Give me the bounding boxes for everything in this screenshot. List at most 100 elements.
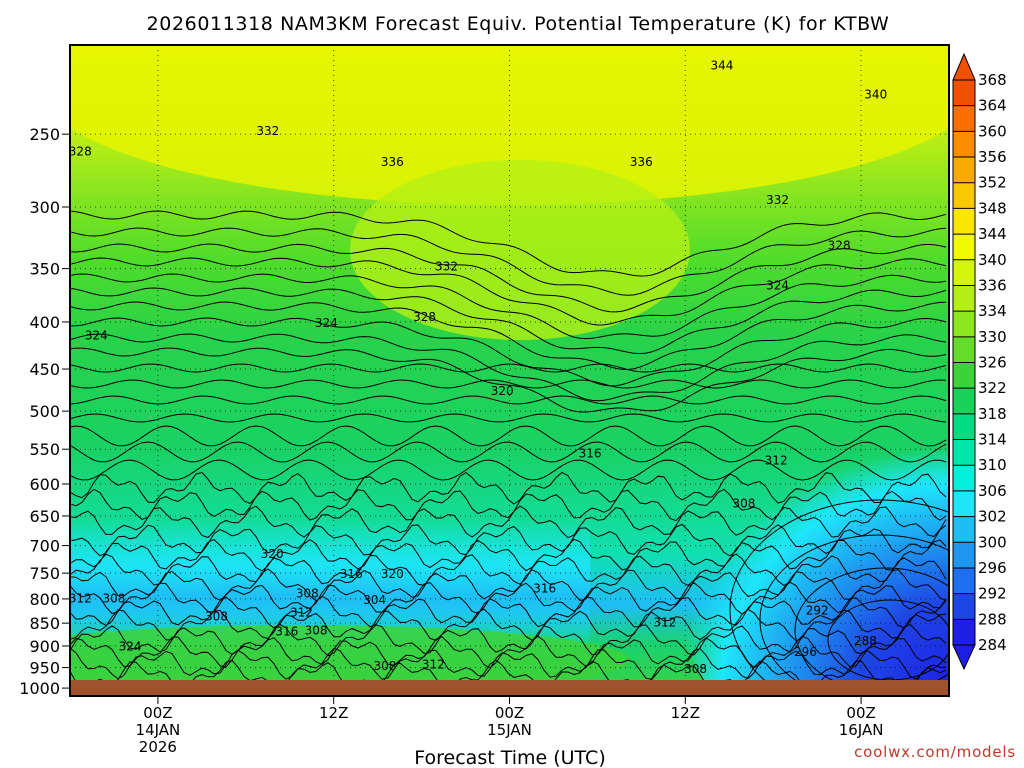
colorbar-segment — [953, 285, 975, 312]
contour-label-text: 336 — [381, 155, 404, 169]
colorbar-label: 368 — [978, 71, 1007, 89]
contour-label-text: 320 — [491, 384, 514, 398]
contour-line — [70, 538, 947, 572]
ground-surface — [70, 680, 949, 696]
contour-line — [70, 441, 947, 463]
contour-label-text: 312 — [653, 615, 676, 629]
colorbar-label: 364 — [978, 97, 1007, 115]
colorbar-segment — [953, 311, 975, 338]
contour-line — [70, 243, 947, 313]
colorbar-segment — [953, 157, 975, 184]
contour-label-text: 316 — [579, 446, 602, 460]
contour-label: 308 — [102, 591, 125, 605]
contour-label-text: 288 — [854, 634, 877, 648]
x-tick-label: 12Z — [319, 704, 348, 722]
colorbar-label: 314 — [978, 431, 1007, 449]
contour-label-text: 332 — [256, 124, 279, 138]
contour-line — [70, 568, 947, 602]
contour-label-text: 324 — [85, 329, 108, 343]
contour-label-text: 312 — [69, 591, 92, 605]
x-tick-label: 15JAN — [487, 721, 532, 739]
y-tick-label: 300 — [29, 198, 60, 217]
contour-label-text: 316 — [275, 625, 298, 639]
contour-label-text: 324 — [119, 640, 142, 654]
contour-label: 308 — [205, 609, 228, 623]
contour-label-text: 308 — [732, 497, 755, 511]
contour-label: 332 — [435, 260, 458, 274]
contour-label-text: 312 — [290, 606, 313, 620]
y-tick-label: 350 — [29, 260, 60, 279]
contour-line — [759, 534, 949, 696]
contour-label: 308 — [732, 497, 755, 511]
colorbar-label: 348 — [978, 199, 1007, 217]
contour-line — [70, 523, 947, 557]
contour-label-text: 324 — [315, 316, 338, 330]
contour-label-text: 308 — [296, 586, 319, 600]
colorbar-label: 334 — [978, 302, 1007, 320]
contour-line — [70, 635, 947, 669]
colorbar-label: 284 — [978, 636, 1007, 654]
colorbar-bottom-arrow — [952, 644, 976, 671]
near-surface-green-region — [70, 625, 630, 695]
colorbar-segment — [953, 542, 975, 569]
contour-line — [70, 363, 947, 373]
contour-label: 340 — [864, 87, 887, 101]
colorbar-segment — [953, 362, 975, 389]
contour-label-text: 308 — [684, 662, 707, 676]
contour-label: 332 — [766, 193, 789, 207]
contour-line — [70, 471, 947, 505]
contour-label-text: 340 — [864, 87, 887, 101]
colorbar-segment — [953, 80, 975, 107]
contour-labels: 344 340 332 328 336 336 332 328 332 324 324 328 324 3… — [69, 58, 887, 694]
colorbar-top-arrow — [952, 52, 976, 81]
y-tick-label: 750 — [29, 564, 60, 583]
contour-line — [729, 499, 949, 696]
contour-line — [70, 347, 947, 413]
contour-label: 308 — [374, 659, 397, 673]
contour-label: 344 — [710, 58, 733, 72]
colorbar-label: 360 — [978, 122, 1007, 140]
colorbar-segment — [953, 439, 975, 466]
contour-label-text: 304 — [363, 593, 386, 607]
y-axis-pressure: 250 300 350 400 450 500 550 600 650 700 750 800 850 9… — [19, 125, 70, 698]
colorbar-label: 344 — [978, 225, 1007, 243]
colorbar-segment — [953, 593, 975, 620]
colorbar-label: 356 — [978, 148, 1007, 166]
colorbar-segment — [953, 516, 975, 543]
contour-label: 292 — [806, 604, 829, 618]
top-right-warm-region — [720, 45, 949, 180]
contour-label: 308 — [296, 586, 319, 600]
colorbar-segment — [953, 567, 975, 595]
contour-line — [70, 553, 947, 587]
colorbar-segment — [953, 182, 975, 209]
contour-line — [70, 505, 947, 539]
contour-line — [70, 273, 947, 340]
colorbar-label: 302 — [978, 508, 1007, 526]
contour-line — [70, 227, 947, 296]
colorbar: 284 288 292 296 300 302 306 310 314 318 322 326 330 3… — [952, 52, 1007, 671]
contour-line — [70, 379, 947, 389]
y-tick-label: 650 — [29, 507, 60, 526]
contour-label: 320 — [491, 384, 514, 398]
colorbar-label: 330 — [978, 328, 1007, 346]
contour-label: 336 — [381, 155, 404, 169]
colorbar-segment — [953, 413, 975, 441]
contour-label-text: 308 — [305, 623, 328, 637]
y-tick-label: 400 — [29, 313, 60, 332]
contour-label-text: 308 — [102, 591, 125, 605]
contour-label-text: 336 — [630, 155, 653, 169]
colorbar-segment — [953, 259, 975, 286]
contour-line — [70, 581, 947, 615]
x-tick-label: 00Z — [495, 704, 524, 722]
colorbar-label: 318 — [978, 405, 1007, 423]
contour-label: 324 — [766, 279, 789, 293]
contour-label-text: 316 — [340, 567, 363, 581]
contour-line — [70, 459, 947, 481]
contour-label-text: 296 — [794, 645, 817, 659]
contour-label-text: 308 — [374, 659, 397, 673]
contour-line — [70, 647, 947, 680]
contour-label: 316 — [340, 567, 363, 581]
x-tick-label: 14JAN — [136, 721, 181, 739]
contour-label: 308 — [684, 662, 707, 676]
contour-label-text: 312 — [422, 658, 445, 672]
